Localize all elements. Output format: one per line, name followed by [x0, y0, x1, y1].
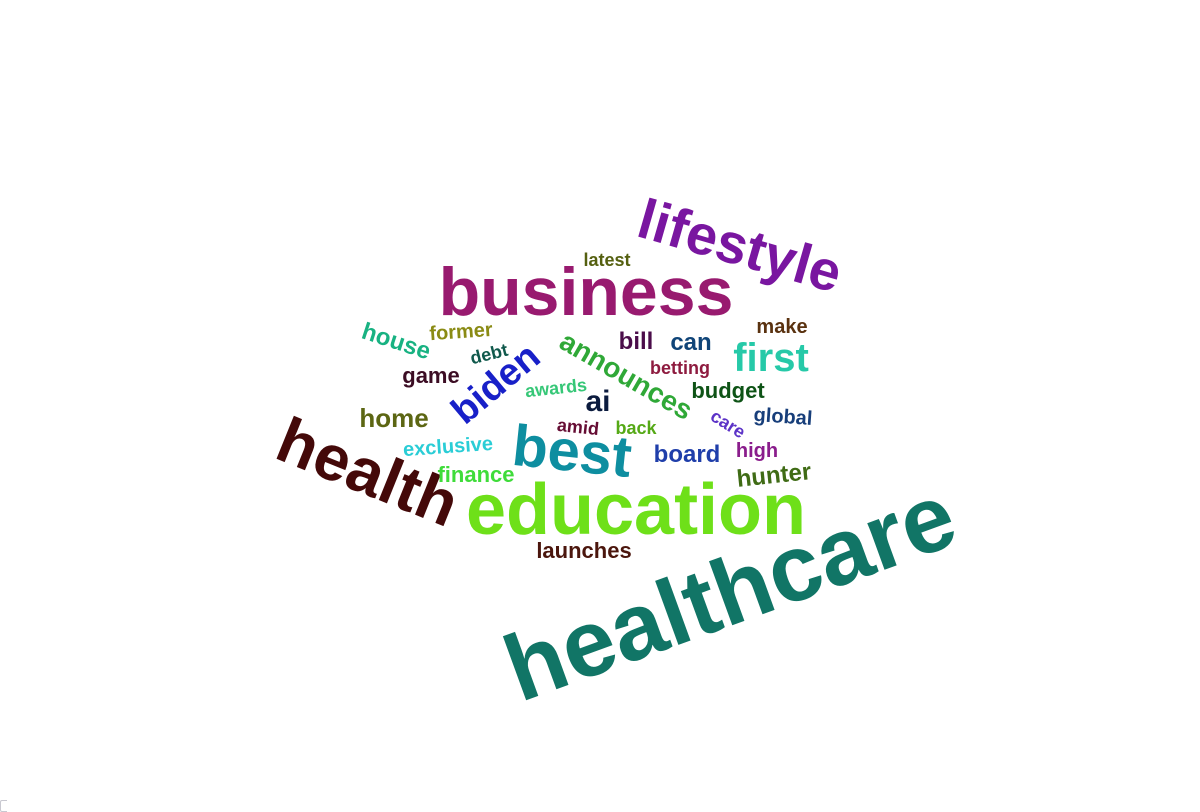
word-high: high [735, 440, 779, 462]
word-former: former [428, 318, 494, 346]
word-board: board [653, 441, 721, 468]
word-awards: awards [524, 374, 588, 402]
word-education: education [465, 470, 807, 550]
word-budget: budget [691, 378, 765, 403]
word-global: global [752, 403, 814, 431]
word-finance: finance [437, 462, 515, 487]
word-care: care [706, 405, 750, 443]
word-make: make [756, 316, 808, 338]
word-game: game [402, 363, 460, 388]
word-can: can [670, 329, 712, 356]
word-first: first [733, 336, 809, 380]
corner-scroll-handle [0, 800, 7, 812]
word-exclusive: exclusive [402, 432, 494, 462]
word-back: back [615, 418, 657, 438]
word-amid: amid [556, 414, 600, 440]
word-latest: latest [583, 250, 631, 270]
word-launches: launches [536, 538, 632, 563]
word-business: business [438, 254, 734, 330]
word-bill: bill [618, 328, 654, 355]
word-ai: ai [585, 385, 611, 418]
word-home: home [359, 403, 429, 433]
word-betting: betting [650, 358, 710, 378]
word-house: house [358, 317, 434, 366]
